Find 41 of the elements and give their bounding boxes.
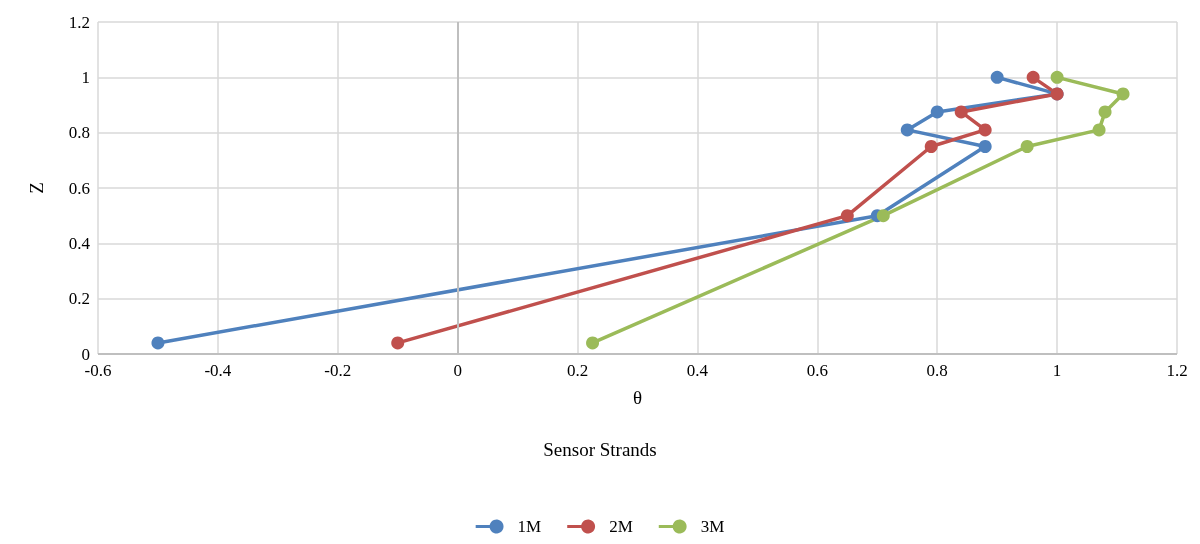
point bbox=[900, 123, 914, 137]
point bbox=[876, 209, 890, 223]
x-tick-label: 0.6 bbox=[806, 361, 828, 380]
x-tick-label: 1 bbox=[1052, 361, 1062, 380]
x-tick-label: 1.2 bbox=[1166, 361, 1188, 380]
legend-label: 3M bbox=[700, 517, 725, 536]
point bbox=[151, 336, 165, 350]
text: Sensor Strands bbox=[543, 439, 657, 460]
x-tick-label: 0 bbox=[453, 361, 462, 380]
y-tick-label: 0.6 bbox=[68, 178, 90, 198]
point bbox=[1026, 70, 1040, 84]
y-tick-label: 0.4 bbox=[68, 233, 91, 253]
x-tick-label: 0.2 bbox=[566, 361, 589, 380]
point bbox=[1098, 105, 1112, 119]
point bbox=[840, 209, 854, 223]
x-tick-label: 0.4 bbox=[686, 361, 709, 380]
point bbox=[924, 140, 938, 153]
point bbox=[586, 336, 600, 350]
point bbox=[1116, 87, 1130, 101]
point bbox=[1020, 140, 1034, 153]
point bbox=[990, 70, 1004, 84]
point bbox=[930, 105, 944, 119]
point bbox=[954, 105, 968, 119]
x-axis-title: θ bbox=[632, 387, 643, 408]
y-tick-label: 1.2 bbox=[68, 12, 90, 32]
x-tick-label: 0.8 bbox=[926, 361, 948, 380]
point bbox=[391, 336, 405, 350]
y-tick-label: 0.2 bbox=[68, 289, 90, 309]
y-tick-label: 1 bbox=[81, 67, 90, 87]
legend-label: 1M bbox=[517, 517, 542, 536]
x-tick-label: -0.2 bbox=[324, 361, 352, 380]
x-tick-label: -0.6 bbox=[84, 361, 112, 380]
point bbox=[978, 140, 992, 153]
y-tick-label: 0.8 bbox=[68, 123, 90, 143]
legend-label: 2M bbox=[609, 517, 633, 536]
x-tick-label: -0.4 bbox=[204, 361, 232, 380]
point bbox=[978, 123, 992, 137]
point bbox=[1050, 70, 1064, 84]
y-axis-title: Z bbox=[26, 182, 47, 194]
point bbox=[1092, 123, 1106, 137]
y-tick-label: 0 bbox=[81, 344, 90, 364]
